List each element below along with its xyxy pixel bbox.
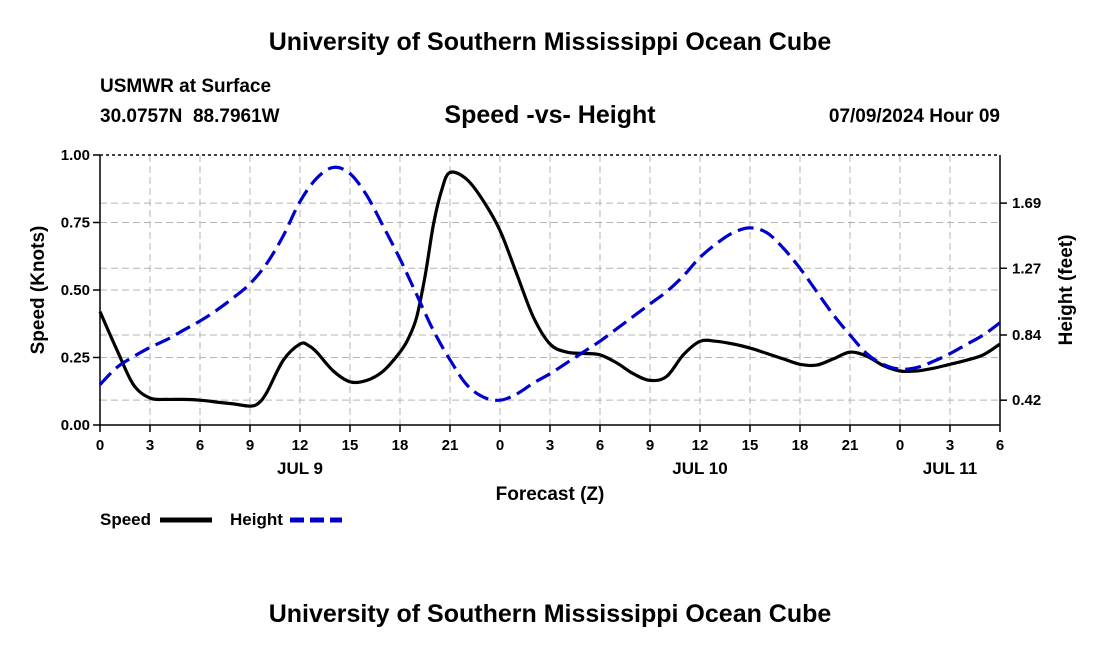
y2-axis-ticks: 0.42 0.84 1.27 1.69 [1000,195,1042,409]
x-tick-label: 18 [792,437,809,454]
datetime-label: 07/09/2024 Hour 09 [828,106,1000,127]
y-tick-label: 0.75 [61,215,90,232]
y2-tick-label: 0.42 [1012,392,1041,409]
day-label: JUL 10 [672,459,727,478]
x-tick-label: 0 [896,437,904,454]
x-tick-label: 3 [546,437,554,454]
station-label: USMWR at Surface [100,76,272,97]
x-tick-label: 6 [596,437,604,454]
x-tick-label: 21 [842,437,859,454]
x-tick-label: 21 [442,437,459,454]
x-tick-label: 3 [946,437,954,454]
x-axis-ticks: 0 3 6 9 12 15 18 21 0 3 6 9 12 15 18 21 0 3 6 JUL 9 JUL 10 JU… [96,425,1004,478]
bottom-title: University of Southern Mississippi Ocean… [268,600,832,628]
x-tick-label: 9 [646,437,654,454]
series-line-height [98,165,1001,402]
y2-tick-label: 0.84 [1012,327,1042,344]
y-tick-label: 0.25 [61,350,90,367]
x-tick-label: 9 [246,437,254,454]
legend-height-label: Height [230,510,283,529]
legend-speed-label: Speed [100,510,151,529]
speed-height-chart: 0 3 6 9 12 15 18 21 0 3 6 9 12 15 18 21 0 3 6 JUL 9 JUL 10 JU… [28,147,1077,529]
y-axis-label: Speed (Knots) [28,226,49,355]
y-tick-label: 0.00 [61,417,90,434]
y-axis-ticks: 0.00 0.25 0.50 0.75 1.00 [61,147,100,434]
x-tick-label: 15 [342,437,359,454]
x-tick-label: 18 [392,437,409,454]
x-tick-label: 0 [496,437,504,454]
y2-tick-label: 1.69 [1012,195,1041,212]
y-tick-label: 0.50 [61,282,90,299]
y-tick-label: 1.00 [61,147,90,164]
grid-lines [100,155,1000,425]
series-lines [98,165,1001,408]
x-axis-label: Forecast (Z) [496,484,605,505]
y2-axis-label: Height (feet) [1056,235,1077,346]
x-tick-label: 6 [996,437,1004,454]
legend: Speed Height [100,510,342,529]
x-tick-label: 12 [692,437,709,454]
series-line-speed [98,170,1001,408]
x-tick-label: 12 [292,437,309,454]
x-tick-label: 3 [146,437,154,454]
y2-tick-label: 1.27 [1012,260,1041,277]
x-tick-label: 6 [196,437,204,454]
x-tick-label: 15 [742,437,759,454]
chart-title: Speed -vs- Height [444,101,656,129]
x-tick-label: 0 [96,437,104,454]
day-label: JUL 9 [277,459,323,478]
day-label: JUL 11 [923,459,978,478]
top-title: University of Southern Mississippi Ocean… [268,28,832,56]
coordinates-label: 30.0757N 88.7961W [100,106,280,127]
